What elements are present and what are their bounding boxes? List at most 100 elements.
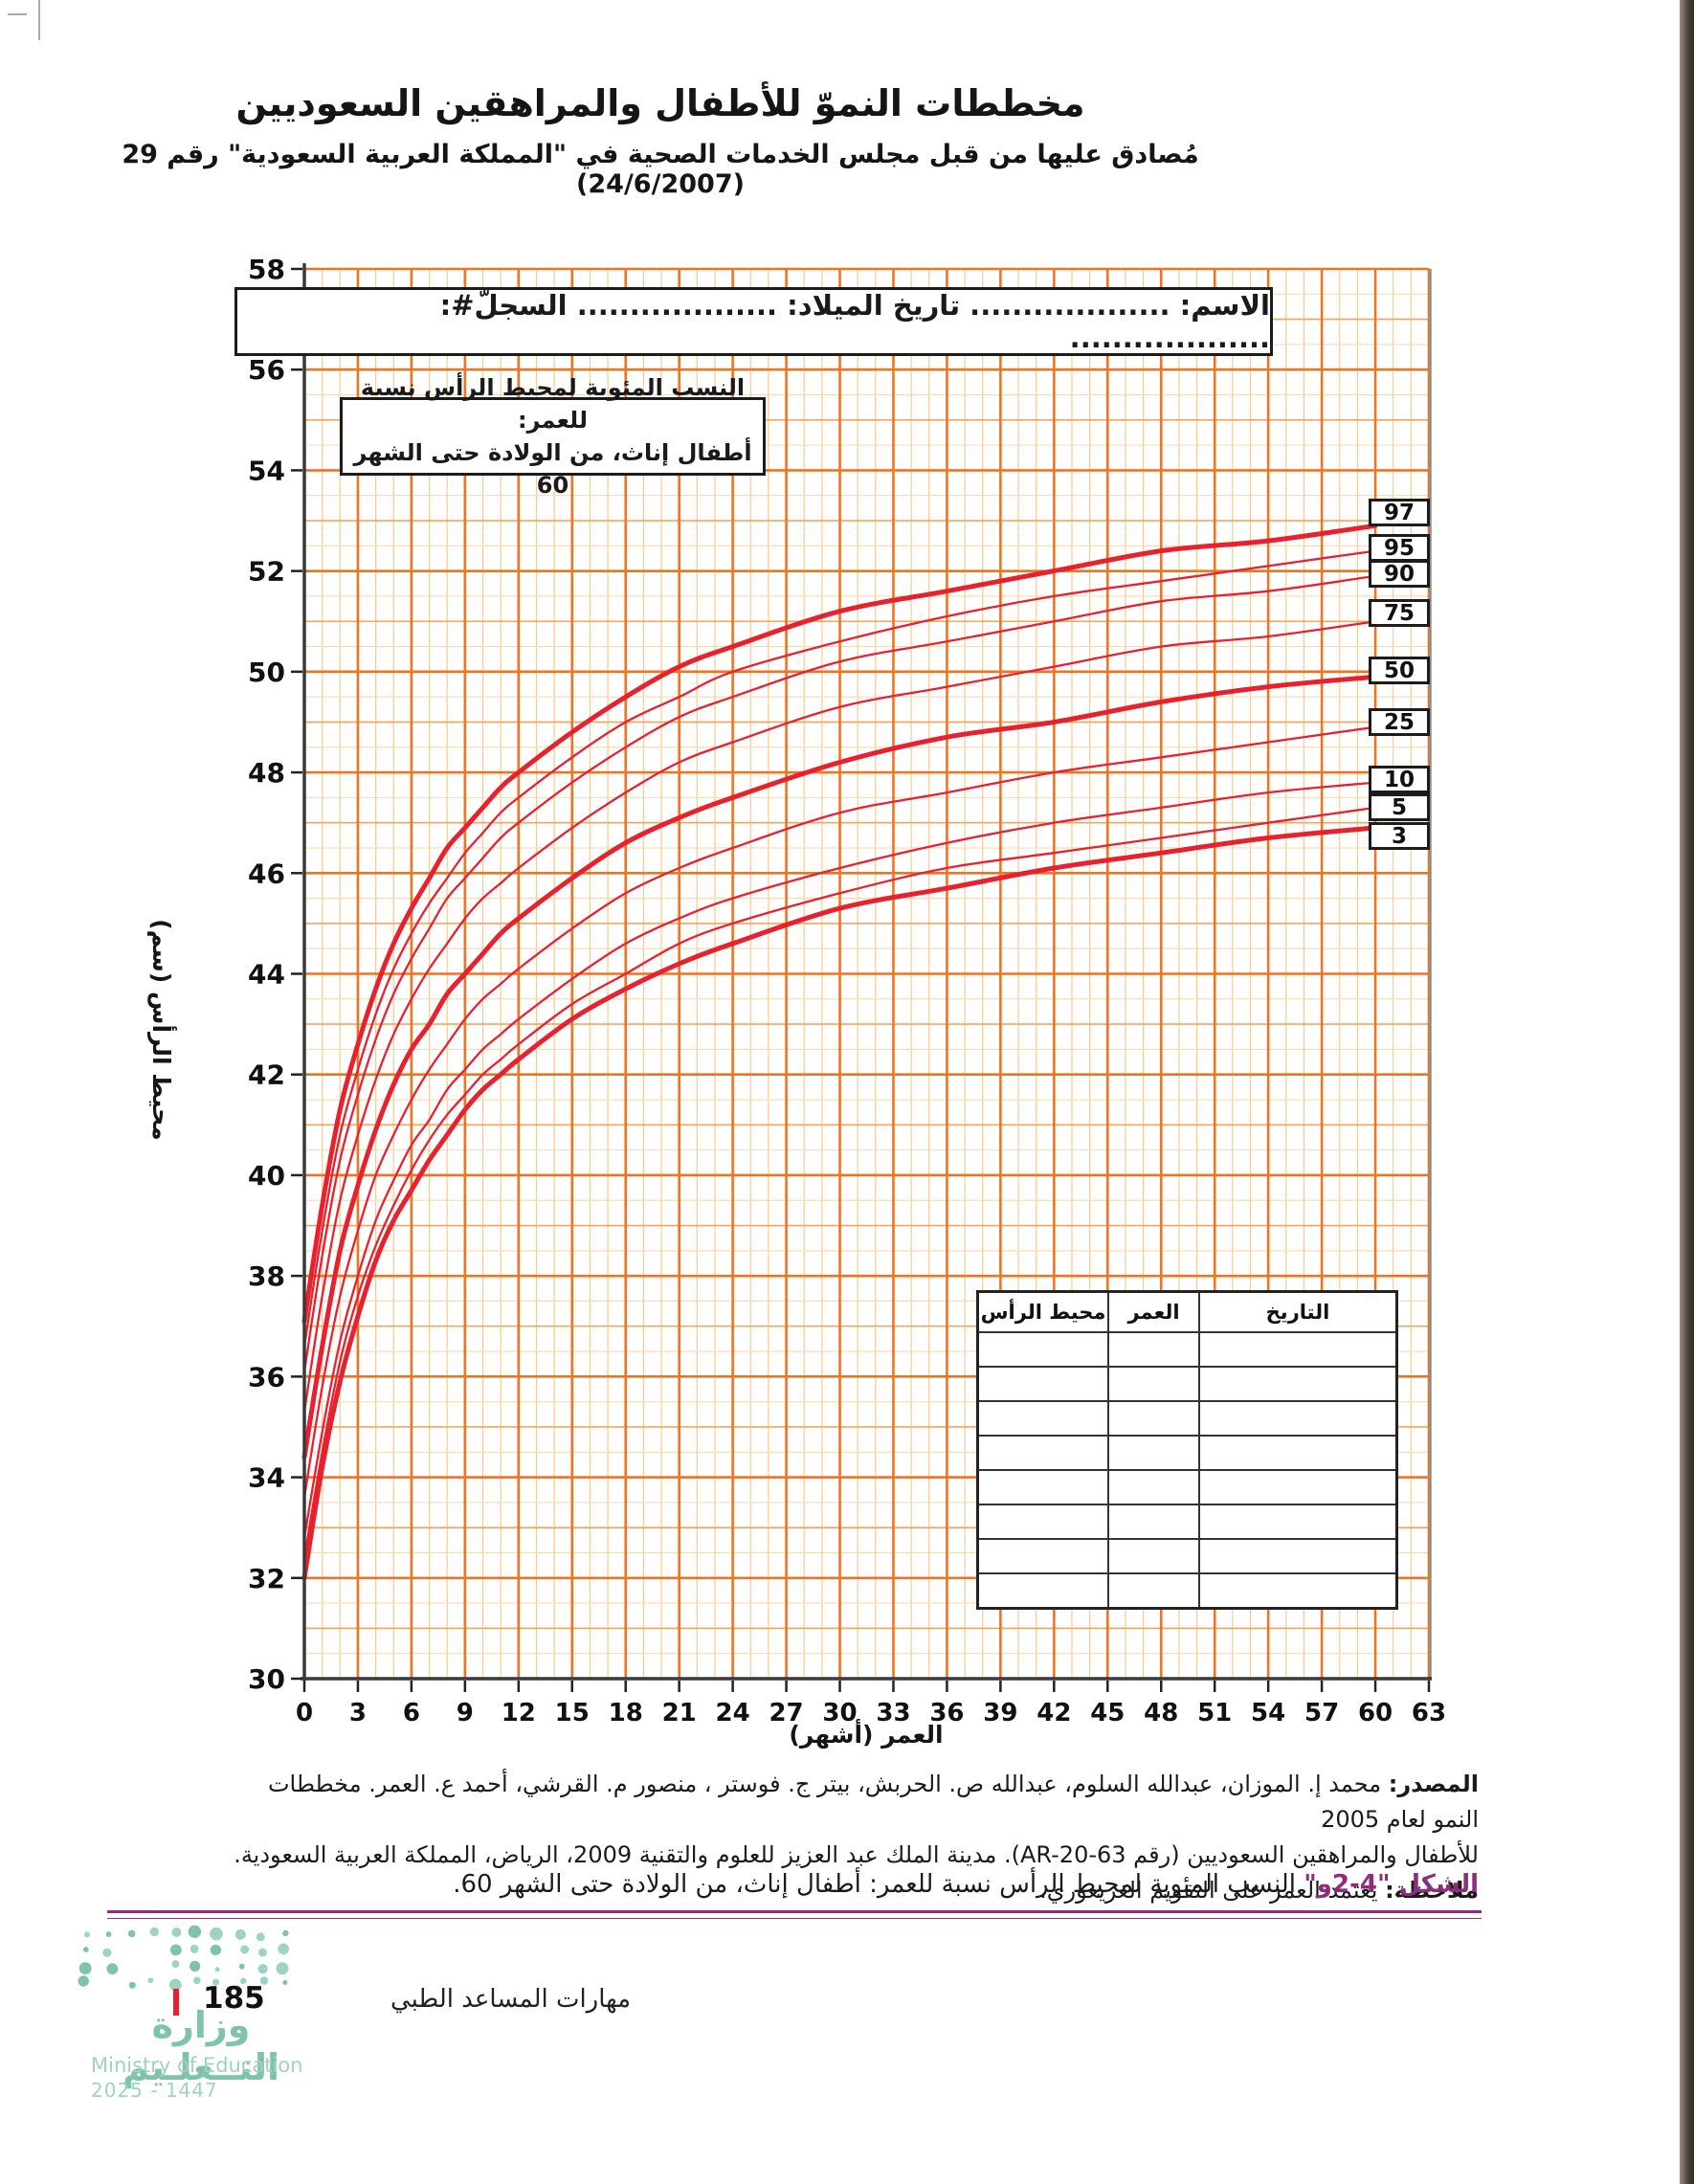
table-cell-empty — [1198, 1572, 1398, 1610]
percentile-label-3: 3 — [1369, 822, 1430, 850]
svg-text:30: 30 — [248, 1663, 285, 1695]
table-cell-empty — [1198, 1538, 1398, 1574]
svg-text:6: 6 — [403, 1699, 420, 1727]
svg-text:0: 0 — [296, 1699, 313, 1727]
table-cell-empty — [1198, 1504, 1398, 1540]
source-line-1: المصدر: محمد إ. الموزان، عبدالله السلوم،… — [267, 1771, 1479, 1833]
table-cell-empty — [1107, 1400, 1200, 1437]
chart-description-line1: النسب المئوية لمحيط الرأس نسبة للعمر: — [360, 374, 746, 434]
table-header-0: محيط الرأس — [976, 1290, 1109, 1333]
svg-text:54: 54 — [1251, 1699, 1285, 1727]
table-cell-empty — [1107, 1504, 1200, 1540]
table-cell-empty — [976, 1538, 1109, 1574]
figure-caption-text: النسب المئوية لمحيط الرأس نسبة للعمر: أط… — [453, 1870, 1296, 1899]
svg-text:34: 34 — [248, 1462, 285, 1494]
table-cell-empty — [976, 1331, 1109, 1368]
table-cell-empty — [1198, 1469, 1398, 1505]
svg-text:63: 63 — [1412, 1699, 1446, 1727]
svg-text:36: 36 — [248, 1361, 285, 1393]
ministry-wordmark-english: Ministry of Education — [91, 2054, 303, 2077]
svg-text:30: 30 — [822, 1699, 857, 1727]
table-cell-empty — [976, 1572, 1109, 1610]
book-section-label: مهارات المساعد الطبي — [390, 1985, 632, 2014]
source-line-2: للأطفال والمراهقين السعوديين (رقم AR-20-… — [234, 1841, 1479, 1868]
table-cell-empty — [976, 1435, 1109, 1471]
page-title: مخططات النموّ للأطفال والمراهقين السعودي… — [235, 82, 1085, 124]
svg-text:50: 50 — [248, 657, 285, 688]
page-edge-strip — [1680, 0, 1694, 2184]
svg-text:12: 12 — [502, 1699, 536, 1727]
percentile-label-95: 95 — [1369, 534, 1430, 562]
svg-text:15: 15 — [555, 1699, 590, 1727]
percentile-label-5: 5 — [1369, 793, 1430, 821]
table-cell-empty — [976, 1469, 1109, 1505]
svg-text:48: 48 — [1144, 1699, 1178, 1727]
y-axis-title: محيط الرأس (سم) — [147, 919, 175, 1141]
crop-mark-vertical — [38, 0, 40, 40]
svg-text:42: 42 — [248, 1059, 285, 1091]
page-number: 185 — [203, 1981, 265, 2016]
svg-text:9: 9 — [457, 1699, 474, 1727]
table-cell-empty — [1107, 1572, 1200, 1610]
table-cell-empty — [1107, 1366, 1200, 1402]
ministry-wordmark-arabic: وزارة التــعلـيم — [122, 2004, 280, 2088]
svg-text:51: 51 — [1197, 1699, 1232, 1727]
svg-text:52: 52 — [248, 556, 285, 588]
figure-label: الشكل "4-2و" — [1304, 1870, 1479, 1899]
table-cell-empty — [976, 1504, 1109, 1540]
table-cell-empty — [976, 1400, 1109, 1437]
table-cell-empty — [1198, 1331, 1398, 1368]
crop-mark-horizontal — [8, 13, 27, 15]
svg-text:18: 18 — [609, 1699, 643, 1727]
table-row — [976, 1572, 1398, 1610]
percentile-label-75: 75 — [1369, 599, 1430, 627]
svg-text:38: 38 — [248, 1260, 285, 1292]
percentile-label-90: 90 — [1369, 560, 1430, 588]
chart-description-box: النسب المئوية لمحيط الرأس نسبة للعمر: أط… — [340, 374, 766, 499]
source-label: المصدر: — [1388, 1771, 1479, 1797]
table-cell-empty — [1198, 1366, 1398, 1402]
svg-text:46: 46 — [248, 858, 285, 889]
table-cell-empty — [1198, 1400, 1398, 1437]
table-header-1: العمر — [1107, 1290, 1200, 1333]
patient-info-box: الاسم: ................... تاريخ الميلاد… — [234, 287, 1273, 356]
svg-text:3: 3 — [349, 1699, 367, 1727]
svg-text:32: 32 — [248, 1563, 285, 1594]
svg-text:56: 56 — [248, 354, 285, 386]
percentile-label-25: 25 — [1369, 708, 1430, 736]
table-cell-empty — [1198, 1435, 1398, 1471]
table-cell-empty — [976, 1366, 1109, 1402]
svg-text:33: 33 — [876, 1699, 910, 1727]
note-label: ملاحظة: — [1385, 1877, 1479, 1904]
svg-text:57: 57 — [1304, 1699, 1339, 1727]
svg-text:24: 24 — [716, 1699, 750, 1727]
svg-text:45: 45 — [1090, 1699, 1125, 1727]
x-axis-title: العمر (أشهر) — [789, 1721, 944, 1749]
ministry-logo-dots-icon — [78, 1925, 289, 1992]
svg-text:40: 40 — [248, 1160, 285, 1192]
note-line: ملاحظة: يعتمد العمر على التقويم الغريغور… — [1039, 1877, 1479, 1904]
page-subtitle: مُصادق عليها من قبل مجلس الخدمات الصحية … — [122, 140, 1199, 199]
svg-text:21: 21 — [662, 1699, 697, 1727]
table-row — [976, 1469, 1398, 1505]
measurement-record-table: محيط الرأس العمر التاريخ — [976, 1290, 1398, 1610]
percentile-label-97: 97 — [1369, 499, 1430, 526]
table-row — [976, 1538, 1398, 1574]
source-note-text: المصدر: محمد إ. الموزان، عبدالله السلوم،… — [215, 1767, 1479, 1908]
svg-text:36: 36 — [929, 1699, 964, 1727]
table-row — [976, 1504, 1398, 1540]
page-number-separator-bar — [173, 1989, 179, 2016]
svg-text:54: 54 — [248, 455, 285, 486]
svg-text:48: 48 — [248, 757, 285, 789]
footer-divider-rule — [107, 1910, 1482, 1919]
table-cell-empty — [1107, 1469, 1200, 1505]
table-row — [976, 1400, 1398, 1437]
table-cell-empty — [1107, 1538, 1200, 1574]
table-row — [976, 1366, 1398, 1402]
ministry-years: 2025 - 1447 — [91, 2079, 218, 2102]
table-cell-empty — [1107, 1331, 1200, 1368]
svg-text:42: 42 — [1036, 1699, 1071, 1727]
svg-text:60: 60 — [1358, 1699, 1393, 1727]
table-row — [976, 1435, 1398, 1471]
